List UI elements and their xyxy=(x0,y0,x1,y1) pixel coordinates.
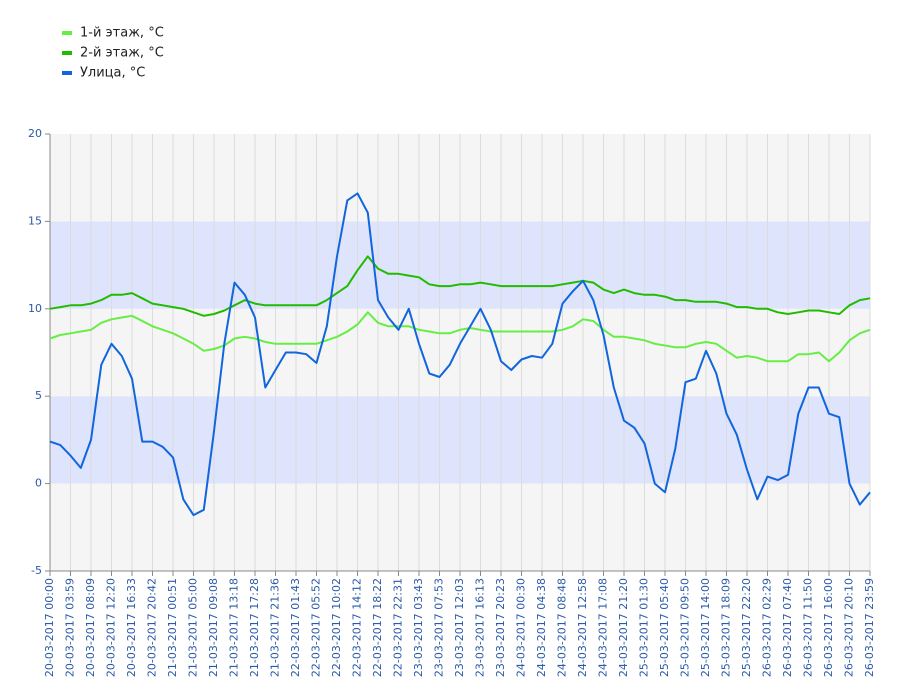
x-tick-label: 22-03-2017 18:22 xyxy=(371,578,384,677)
x-tick-label: 26-03-2017 16:00 xyxy=(822,578,835,677)
legend-swatch xyxy=(62,31,72,35)
series-line xyxy=(49,255,871,317)
x-tick-label: 22-03-2017 14:12 xyxy=(351,578,364,677)
y-tick-label: 20 xyxy=(28,127,42,140)
x-tick-label: 21-03-2017 00:51 xyxy=(166,578,179,677)
x-tick-label: 20-03-2017 16:33 xyxy=(125,578,138,677)
legend-swatch xyxy=(62,51,72,55)
y-tick-label: 5 xyxy=(35,389,42,402)
x-tick-label: 24-03-2017 00:30 xyxy=(515,578,528,677)
x-tick-label: 23-03-2017 20:23 xyxy=(494,578,507,677)
x-tick-label: 22-03-2017 05:52 xyxy=(310,578,323,677)
y-tick-label: 10 xyxy=(28,302,42,315)
x-tick-label: 20-03-2017 00:00 xyxy=(43,578,56,677)
x-tick-label: 26-03-2017 11:50 xyxy=(802,578,815,677)
x-tick-label: 24-03-2017 04:38 xyxy=(535,578,548,677)
x-tick-label: 21-03-2017 13:18 xyxy=(228,578,241,677)
x-tick-label: 26-03-2017 02:29 xyxy=(761,578,774,677)
x-tick-label: 22-03-2017 01:43 xyxy=(289,578,302,677)
legend-swatch xyxy=(62,71,72,75)
x-tick-label: 20-03-2017 12:20 xyxy=(105,578,118,677)
y-tick-label: -5 xyxy=(31,564,42,577)
x-tick-label: 24-03-2017 12:58 xyxy=(576,578,589,677)
x-tick-label: 26-03-2017 07:40 xyxy=(781,578,794,677)
legend-label: Улица, °C xyxy=(80,66,145,81)
x-tick-label: 20-03-2017 20:42 xyxy=(146,578,159,677)
x-tick-label: 24-03-2017 17:08 xyxy=(597,578,610,677)
x-tick-label: 21-03-2017 05:00 xyxy=(187,578,200,677)
x-tick-label: 22-03-2017 22:31 xyxy=(392,578,405,677)
x-tick-label: 25-03-2017 05:40 xyxy=(658,578,671,677)
x-tick-label: 22-03-2017 10:02 xyxy=(330,578,343,677)
x-tick-label: 25-03-2017 22:20 xyxy=(740,578,753,677)
x-tick-label: 25-03-2017 14:00 xyxy=(699,578,712,677)
y-tick-label: 15 xyxy=(28,214,42,227)
x-tick-label: 20-03-2017 08:09 xyxy=(84,578,97,677)
series-line xyxy=(49,192,871,517)
x-tick-label: 25-03-2017 01:30 xyxy=(638,578,651,677)
x-tick-label: 23-03-2017 07:53 xyxy=(433,578,446,677)
x-tick-label: 25-03-2017 09:50 xyxy=(679,578,692,677)
x-tick-label: 21-03-2017 17:28 xyxy=(248,578,261,677)
x-tick-label: 24-03-2017 21:20 xyxy=(617,578,630,677)
x-tick-label: 21-03-2017 21:36 xyxy=(269,578,282,677)
legend-label: 2-й этаж, °C xyxy=(80,46,164,61)
y-tick-label: 0 xyxy=(35,477,42,490)
x-tick-label: 23-03-2017 16:13 xyxy=(474,578,487,677)
legend-label: 1-й этаж, °C xyxy=(80,26,164,41)
x-tick-label: 26-03-2017 20:10 xyxy=(843,578,856,677)
x-tick-label: 23-03-2017 03:43 xyxy=(412,578,425,677)
x-tick-label: 23-03-2017 12:03 xyxy=(453,578,466,677)
x-tick-label: 26-03-2017 23:59 xyxy=(863,578,876,677)
x-tick-label: 21-03-2017 09:08 xyxy=(207,578,220,677)
x-tick-label: 25-03-2017 18:09 xyxy=(720,578,733,677)
x-tick-label: 24-03-2017 08:48 xyxy=(556,578,569,677)
x-tick-label: 20-03-2017 03:59 xyxy=(64,578,77,677)
series-line xyxy=(49,311,871,363)
